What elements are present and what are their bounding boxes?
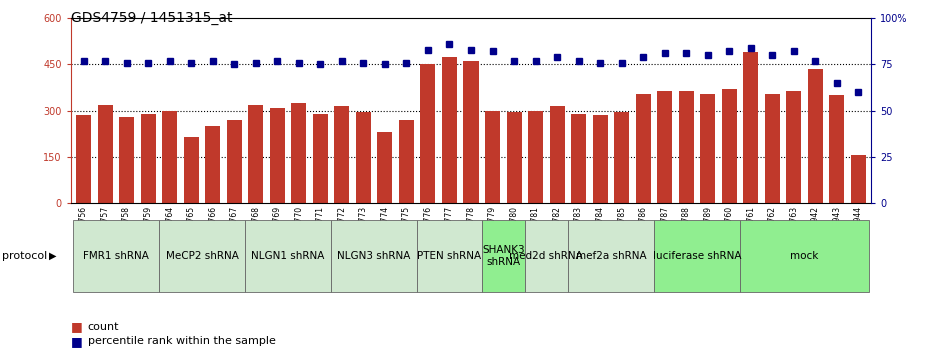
Bar <box>740 220 869 292</box>
Bar <box>159 220 245 292</box>
Bar <box>528 111 544 203</box>
Bar <box>463 61 479 203</box>
Bar <box>851 155 866 203</box>
Text: mock: mock <box>790 251 819 261</box>
Text: NLGN1 shRNA: NLGN1 shRNA <box>252 251 325 261</box>
Bar <box>98 105 113 203</box>
Text: count: count <box>88 322 119 332</box>
Bar <box>568 220 654 292</box>
Bar <box>829 95 844 203</box>
Bar <box>245 220 331 292</box>
Bar <box>481 220 525 292</box>
Bar <box>334 106 349 203</box>
Text: SHANK3
shRNA: SHANK3 shRNA <box>482 245 525 267</box>
Text: ■: ■ <box>71 320 82 333</box>
Text: GDS4759 / 1451315_at: GDS4759 / 1451315_at <box>71 11 232 25</box>
Bar <box>356 112 371 203</box>
Bar <box>507 112 522 203</box>
Bar <box>249 105 264 203</box>
Bar <box>485 111 500 203</box>
Bar <box>571 114 586 203</box>
Bar <box>614 112 629 203</box>
Bar <box>184 137 199 203</box>
Bar <box>743 52 758 203</box>
Bar <box>787 91 802 203</box>
Bar <box>227 120 242 203</box>
Bar <box>593 115 608 203</box>
Text: ■: ■ <box>71 335 82 348</box>
Text: MeCP2 shRNA: MeCP2 shRNA <box>166 251 238 261</box>
Bar <box>398 120 414 203</box>
Text: NLGN3 shRNA: NLGN3 shRNA <box>337 251 411 261</box>
Bar <box>765 94 780 203</box>
Bar <box>636 94 651 203</box>
Bar <box>808 69 823 203</box>
Bar <box>119 117 134 203</box>
Bar <box>549 106 564 203</box>
Bar <box>205 126 220 203</box>
Bar <box>140 114 155 203</box>
Bar <box>73 220 159 292</box>
Bar <box>722 89 737 203</box>
Bar <box>76 115 91 203</box>
Text: ▶: ▶ <box>49 251 57 261</box>
Bar <box>417 220 481 292</box>
Text: med2d shRNA: med2d shRNA <box>510 251 583 261</box>
Text: mef2a shRNA: mef2a shRNA <box>576 251 646 261</box>
Bar <box>678 91 693 203</box>
Bar <box>658 91 673 203</box>
Bar <box>378 132 393 203</box>
Bar <box>654 220 740 292</box>
Text: luciferase shRNA: luciferase shRNA <box>653 251 741 261</box>
Text: protocol: protocol <box>2 251 47 261</box>
Bar <box>313 114 328 203</box>
Bar <box>269 107 284 203</box>
Bar <box>700 94 715 203</box>
Text: PTEN shRNA: PTEN shRNA <box>417 251 481 261</box>
Bar <box>525 220 568 292</box>
Text: FMR1 shRNA: FMR1 shRNA <box>83 251 149 261</box>
Bar <box>420 65 435 203</box>
Bar <box>331 220 417 292</box>
Text: percentile rank within the sample: percentile rank within the sample <box>88 336 275 346</box>
Bar <box>442 57 457 203</box>
Bar <box>162 111 177 203</box>
Bar <box>291 103 306 203</box>
